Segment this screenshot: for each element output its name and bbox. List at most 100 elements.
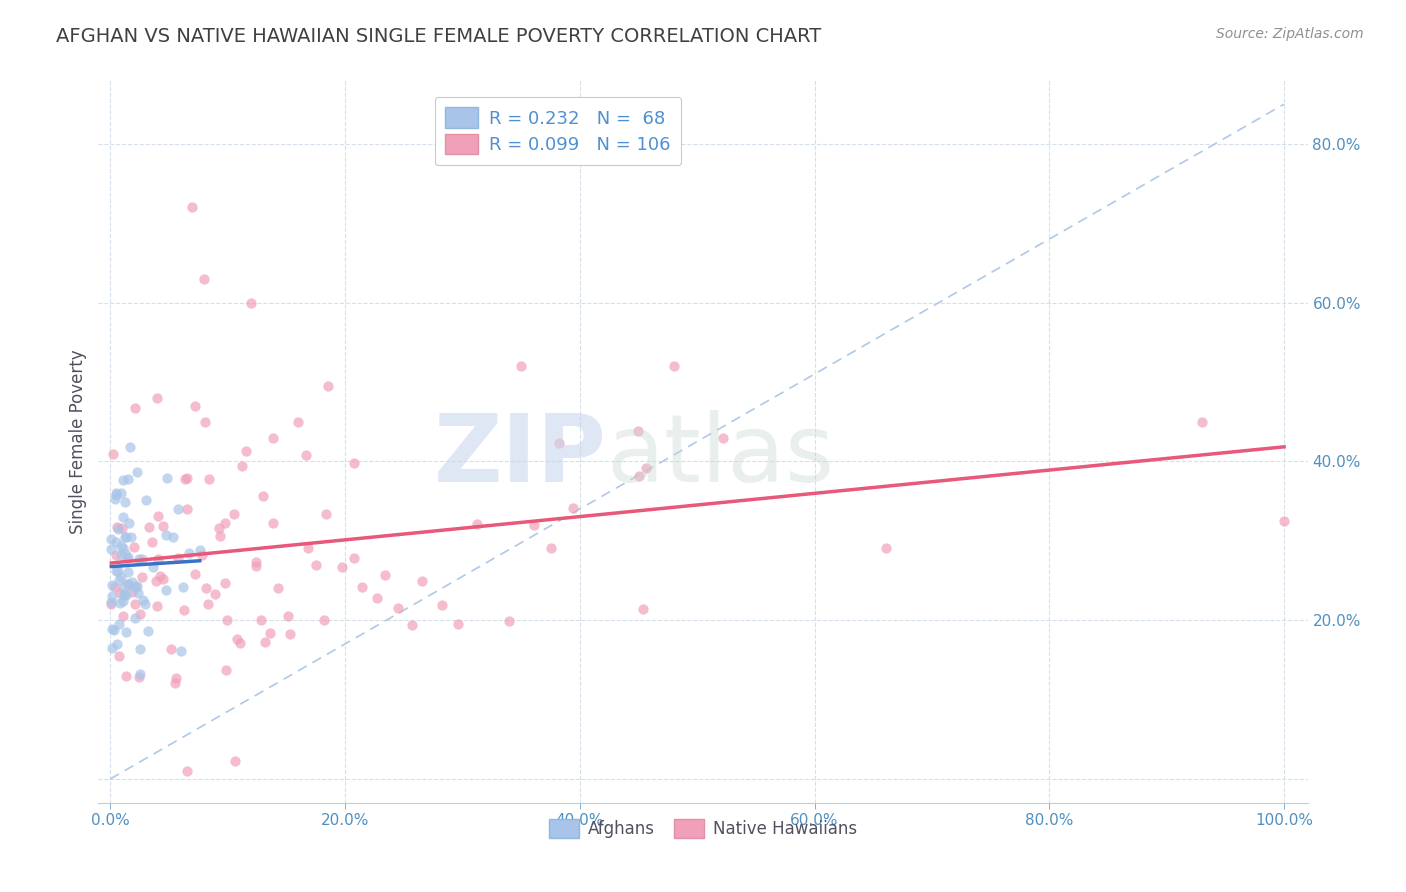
Point — [118, 516, 141, 531]
Point — [110, 596, 132, 610]
Point — [254, 634, 277, 648]
Point — [245, 558, 267, 573]
Point — [104, 492, 127, 507]
Point — [105, 520, 128, 534]
Point — [152, 519, 174, 533]
Point — [103, 624, 125, 638]
Point — [262, 516, 284, 530]
Point — [163, 676, 186, 690]
Point — [138, 520, 160, 534]
Point — [110, 539, 132, 553]
Point — [193, 272, 215, 286]
Point — [146, 552, 169, 566]
Point — [127, 466, 149, 480]
Point — [131, 569, 153, 583]
Point — [194, 415, 217, 429]
Point — [110, 586, 132, 600]
Point — [224, 754, 246, 768]
Point — [627, 468, 650, 483]
Point — [634, 461, 657, 475]
Point — [188, 542, 211, 557]
Point — [117, 472, 139, 486]
Point — [498, 615, 520, 629]
Point — [208, 521, 231, 535]
Point — [252, 489, 274, 503]
Point — [312, 614, 335, 628]
Point — [343, 550, 366, 565]
Point — [184, 399, 207, 413]
Point — [350, 580, 373, 594]
Point — [108, 573, 131, 587]
Point — [197, 472, 219, 486]
Point — [124, 597, 146, 611]
Point — [114, 495, 136, 509]
Point — [1191, 415, 1213, 429]
Point — [110, 570, 132, 584]
Point — [280, 627, 302, 641]
Point — [110, 485, 132, 500]
Point — [104, 486, 127, 500]
Point — [194, 581, 217, 595]
Point — [105, 534, 128, 549]
Point — [152, 572, 174, 586]
Point — [523, 518, 546, 533]
Point — [121, 575, 143, 590]
Point — [107, 522, 129, 536]
Point — [129, 607, 152, 621]
Point — [111, 608, 134, 623]
Point — [101, 578, 124, 592]
Point — [160, 641, 183, 656]
Point — [101, 447, 124, 461]
Point — [120, 529, 142, 543]
Point — [122, 540, 145, 554]
Point — [107, 648, 129, 663]
Point — [214, 575, 236, 590]
Point — [294, 448, 316, 462]
Point — [209, 529, 232, 543]
Point — [387, 601, 409, 615]
Point — [128, 551, 150, 566]
Point — [165, 671, 187, 685]
Point — [155, 582, 177, 597]
Point — [124, 611, 146, 625]
Point — [117, 577, 139, 591]
Point — [316, 379, 339, 393]
Point — [215, 663, 238, 677]
Point — [110, 549, 132, 563]
Point — [214, 516, 236, 530]
Point — [125, 579, 148, 593]
Point — [172, 580, 194, 594]
Point — [240, 295, 263, 310]
Point — [115, 588, 138, 602]
Point — [111, 541, 134, 556]
Point — [465, 517, 488, 532]
Point — [115, 625, 138, 640]
Point — [122, 580, 145, 594]
Point — [101, 622, 124, 636]
Point — [145, 574, 167, 588]
Point — [107, 637, 129, 651]
Point — [277, 609, 299, 624]
Point — [217, 613, 239, 627]
Point — [540, 541, 562, 555]
Point — [447, 617, 470, 632]
Point — [245, 555, 267, 569]
Point — [430, 598, 453, 612]
Point — [105, 548, 128, 562]
Point — [124, 401, 146, 416]
Point — [162, 529, 184, 543]
Point — [111, 509, 134, 524]
Point — [112, 580, 135, 594]
Point — [181, 200, 204, 214]
Point — [259, 625, 281, 640]
Point — [100, 541, 122, 556]
Point — [197, 597, 219, 611]
Point — [401, 618, 423, 632]
Text: atlas: atlas — [606, 410, 835, 502]
Point — [142, 560, 165, 574]
Point — [125, 580, 148, 594]
Point — [343, 456, 366, 470]
Point — [167, 502, 190, 516]
Point — [263, 431, 285, 445]
Point — [229, 636, 252, 650]
